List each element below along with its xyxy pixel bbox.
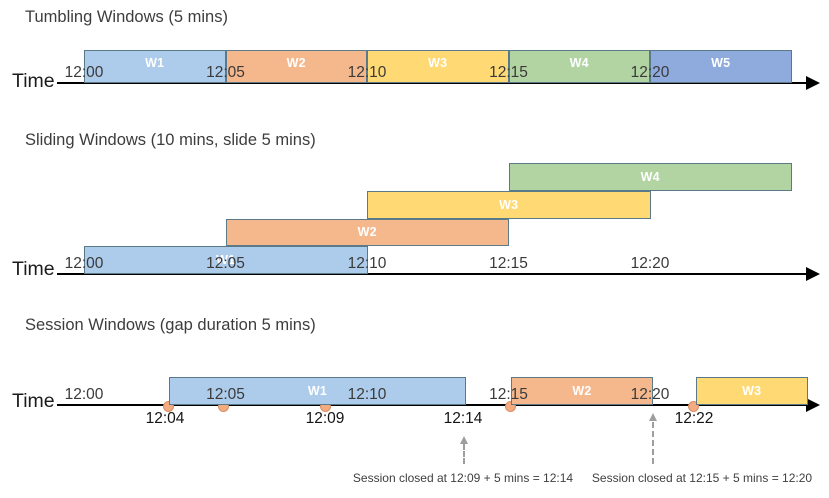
session-event-time-label: 12:22 — [674, 410, 714, 427]
session-tick-label: 12:15 — [489, 386, 528, 403]
sliding-window-label-w1: W1 — [216, 252, 236, 267]
sliding-windows-title: Sliding Windows (10 mins, slide 5 mins) — [25, 131, 316, 149]
sliding-tick-label: 12:05 — [206, 254, 245, 272]
session-event-time-label: 12:04 — [145, 410, 185, 427]
tumbling-axis-arrowhead-icon — [806, 76, 820, 90]
session-window-box-w1: W1 — [169, 376, 466, 405]
session-window-box-w2: W2 — [511, 376, 653, 405]
sliding-tick-label: 12:10 — [347, 254, 387, 272]
session-tick-label: 12:10 — [347, 386, 387, 403]
tumbling-tick-label: 12:20 — [630, 64, 670, 81]
session-dashed-arrow-line — [463, 444, 465, 464]
sliding-window-box-w3: W3 — [367, 191, 651, 219]
session-dashed-arrowhead-icon — [460, 436, 468, 444]
tumbling-window-box-w1: W1 — [84, 50, 226, 83]
session-time-axis-label: Time — [12, 390, 55, 412]
session-tick-label: 12:20 — [630, 386, 670, 403]
session-window-label-w1: W1 — [307, 383, 328, 398]
session-event-time-label: 12:14 — [443, 410, 483, 427]
session-axis-line — [57, 404, 806, 406]
session-event-dot — [162, 400, 174, 412]
session-tick-label: 12:05 — [206, 386, 245, 403]
tumbling-window-label-w1: W1 — [145, 55, 165, 70]
tumbling-axis-line — [57, 82, 806, 84]
tumbling-window-box-w3: W3 — [367, 50, 509, 83]
sliding-tick-label: 12:15 — [489, 254, 528, 272]
session-axis-arrowhead-icon — [806, 398, 820, 412]
session-window-label-w3: W3 — [742, 383, 762, 398]
session-dashed-arrow-line — [651, 422, 654, 464]
session-event-time-label: 12:09 — [305, 410, 345, 427]
session-windows-title: Session Windows (gap duration 5 mins) — [25, 316, 316, 334]
tumbling-time-axis-label: Time — [12, 70, 55, 92]
session-tick-label: 12:00 — [64, 386, 104, 403]
tumbling-window-box-w2: W2 — [225, 50, 367, 83]
tumbling-tick-label: 12:00 — [64, 64, 104, 81]
tumbling-window-label-w3: W3 — [428, 55, 448, 70]
tumbling-window-label-w4: W4 — [569, 55, 589, 70]
session-event-dot — [504, 400, 516, 412]
sliding-window-label-w2: W2 — [357, 225, 377, 240]
tumbling-windows-title: Tumbling Windows (5 mins) — [25, 8, 228, 26]
session-annotation: Session closed at 12:09 + 5 mins = 12:14 — [352, 471, 574, 485]
session-event-dot — [687, 400, 699, 412]
tumbling-tick-label: 12:05 — [206, 64, 245, 81]
sliding-tick-label: 12:20 — [630, 254, 670, 272]
sliding-axis-arrowhead-icon — [806, 266, 820, 281]
sliding-tick-label: 12:00 — [64, 254, 104, 272]
sliding-window-box-w2: W2 — [225, 218, 509, 246]
sliding-window-box-w4: W4 — [508, 163, 792, 191]
tumbling-window-box-w5: W5 — [650, 50, 792, 83]
tumbling-window-box-w4: W4 — [508, 50, 650, 83]
session-annotation: Session closed at 12:15 + 5 mins = 12:20 — [591, 471, 813, 485]
tumbling-window-label-w5: W5 — [711, 55, 731, 70]
tumbling-tick-label: 12:15 — [489, 64, 528, 81]
tumbling-tick-label: 12:10 — [347, 64, 387, 81]
sliding-window-label-w4: W4 — [640, 170, 660, 184]
session-window-box-w3: W3 — [695, 377, 808, 405]
session-window-label-w2: W2 — [572, 383, 592, 398]
sliding-window-label-w3: W3 — [499, 197, 519, 212]
sliding-time-axis-label: Time — [12, 258, 55, 280]
sliding-axis-line — [57, 272, 806, 275]
sliding-window-box-w1: W1 — [84, 246, 368, 274]
tumbling-window-label-w2: W2 — [286, 55, 306, 70]
session-dashed-arrowhead-icon — [648, 413, 657, 421]
